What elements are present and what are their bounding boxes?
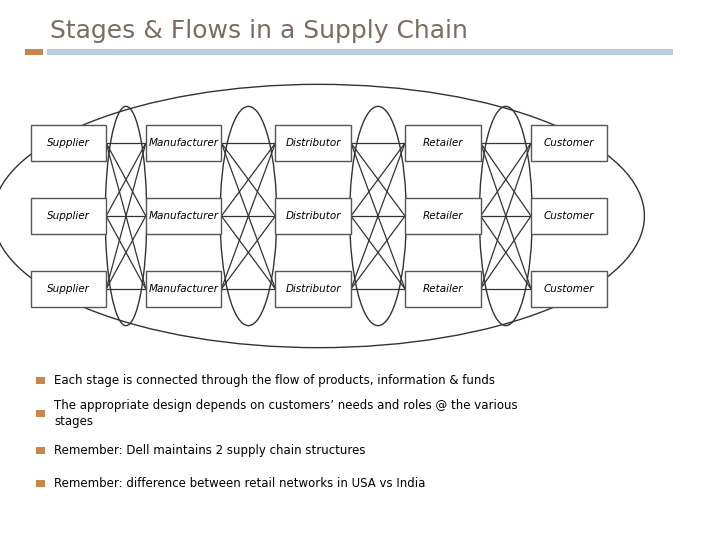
FancyBboxPatch shape xyxy=(531,198,606,234)
Text: Manufacturer: Manufacturer xyxy=(148,284,219,294)
Text: Distributor: Distributor xyxy=(285,284,341,294)
FancyBboxPatch shape xyxy=(405,271,481,307)
Text: Stages & Flows in a Supply Chain: Stages & Flows in a Supply Chain xyxy=(50,19,468,43)
FancyBboxPatch shape xyxy=(145,198,222,234)
Text: Manufacturer: Manufacturer xyxy=(148,211,219,221)
Text: Each stage is connected through the flow of products, information & funds: Each stage is connected through the flow… xyxy=(54,374,495,387)
Text: Supplier: Supplier xyxy=(47,211,90,221)
Text: Supplier: Supplier xyxy=(47,284,90,294)
Text: Retailer: Retailer xyxy=(423,211,463,221)
FancyBboxPatch shape xyxy=(30,125,107,161)
FancyBboxPatch shape xyxy=(36,447,45,455)
FancyBboxPatch shape xyxy=(405,198,481,234)
Text: Distributor: Distributor xyxy=(285,211,341,221)
FancyBboxPatch shape xyxy=(145,271,222,307)
FancyBboxPatch shape xyxy=(405,125,481,161)
Text: Distributor: Distributor xyxy=(285,138,341,148)
Text: Retailer: Retailer xyxy=(423,284,463,294)
FancyBboxPatch shape xyxy=(531,271,606,307)
Text: Customer: Customer xyxy=(544,284,594,294)
Text: The appropriate design depends on customers’ needs and roles @ the various
stage: The appropriate design depends on custom… xyxy=(54,399,518,428)
FancyBboxPatch shape xyxy=(531,125,606,161)
FancyBboxPatch shape xyxy=(36,377,45,384)
FancyBboxPatch shape xyxy=(25,49,43,55)
Text: Manufacturer: Manufacturer xyxy=(148,138,219,148)
FancyBboxPatch shape xyxy=(30,198,107,234)
FancyBboxPatch shape xyxy=(145,125,222,161)
FancyBboxPatch shape xyxy=(36,480,45,487)
Text: Remember: Dell maintains 2 supply chain structures: Remember: Dell maintains 2 supply chain … xyxy=(54,444,366,457)
FancyBboxPatch shape xyxy=(47,49,673,55)
FancyBboxPatch shape xyxy=(275,125,351,161)
FancyBboxPatch shape xyxy=(30,271,107,307)
FancyBboxPatch shape xyxy=(36,409,45,417)
Text: Remember: difference between retail networks in USA vs India: Remember: difference between retail netw… xyxy=(54,477,426,490)
Text: Supplier: Supplier xyxy=(47,138,90,148)
Text: Customer: Customer xyxy=(544,138,594,148)
FancyBboxPatch shape xyxy=(275,198,351,234)
Text: Customer: Customer xyxy=(544,211,594,221)
FancyBboxPatch shape xyxy=(275,271,351,307)
Text: Retailer: Retailer xyxy=(423,138,463,148)
